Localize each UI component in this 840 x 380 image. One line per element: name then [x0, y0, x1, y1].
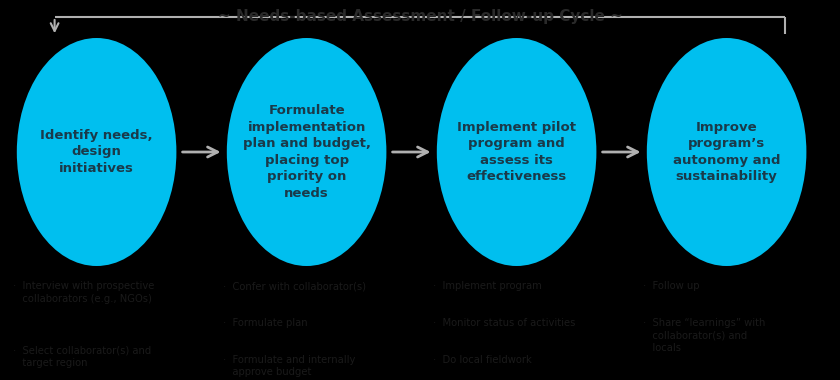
Text: ·  Interview with prospective
   collaborators (e.g., NGOs): · Interview with prospective collaborato… — [13, 281, 154, 304]
Ellipse shape — [647, 38, 806, 266]
Text: ·  Share “learnings” with
   collaborator(s) and
   locals: · Share “learnings” with collaborator(s)… — [643, 318, 765, 353]
Ellipse shape — [437, 38, 596, 266]
Text: ·  Formulate plan: · Formulate plan — [223, 318, 307, 328]
Text: ·  Implement program: · Implement program — [433, 281, 541, 291]
Text: ·  Formulate and internally
   approve budget: · Formulate and internally approve budge… — [223, 355, 355, 377]
Text: Implement pilot
program and
assess its
effectiveness: Implement pilot program and assess its e… — [457, 121, 576, 183]
Ellipse shape — [227, 38, 386, 266]
Ellipse shape — [17, 38, 176, 266]
Text: Improve
program’s
autonomy and
sustainability: Improve program’s autonomy and sustainab… — [673, 121, 780, 183]
Text: ·  Select collaborator(s) and
   target region: · Select collaborator(s) and target regi… — [13, 345, 151, 368]
Text: Identify needs,
design
initiatives: Identify needs, design initiatives — [40, 129, 153, 175]
Text: Formulate
implementation
plan and budget,
placing top
priority on
needs: Formulate implementation plan and budget… — [243, 104, 370, 200]
Text: ·  Follow up: · Follow up — [643, 281, 699, 291]
Text: ·  Confer with collaborator(s): · Confer with collaborator(s) — [223, 281, 365, 291]
Text: ·  Monitor status of activities: · Monitor status of activities — [433, 318, 575, 328]
Text: ~ Needs-based Assessment / Follow-up Cycle ~: ~ Needs-based Assessment / Follow-up Cyc… — [218, 10, 622, 24]
Text: ·  Do local fieldwork: · Do local fieldwork — [433, 355, 532, 365]
